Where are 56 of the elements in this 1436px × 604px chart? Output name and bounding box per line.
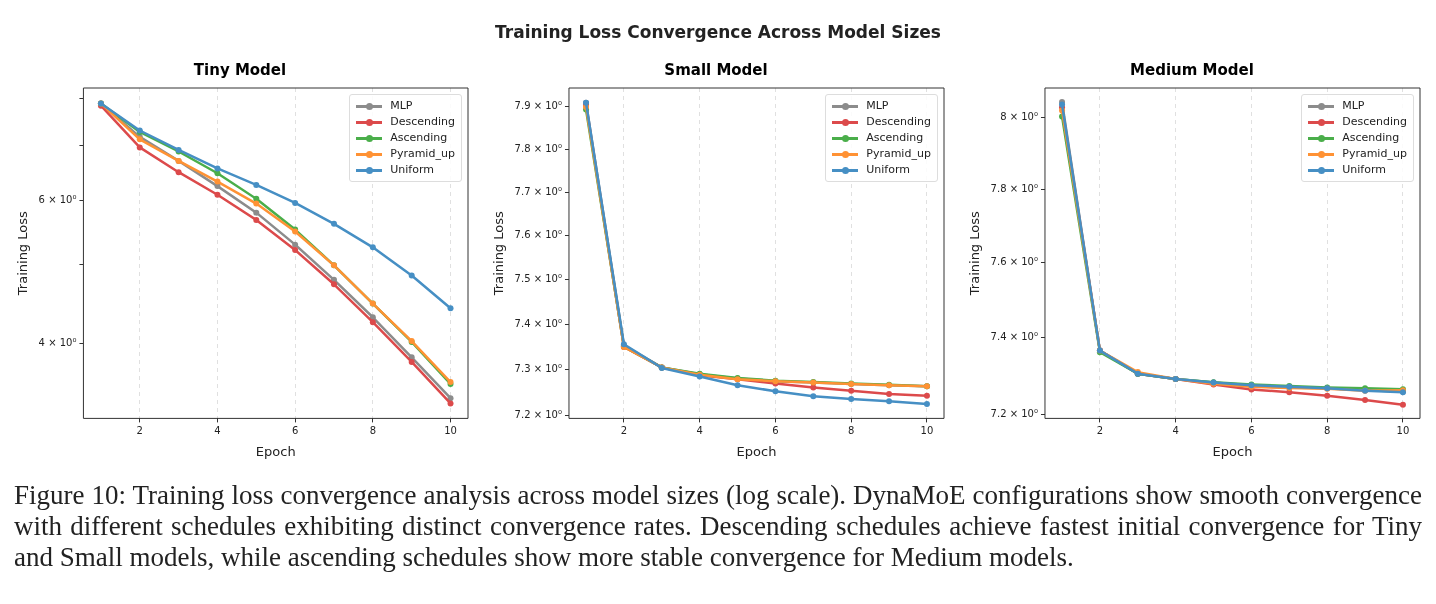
x-tick-label: 4 <box>696 424 703 436</box>
x-tick-label: 2 <box>1096 424 1104 436</box>
text: Training Loss Convergence Across Model Sizes <box>494 21 942 44</box>
chart-title: Small Model <box>664 60 768 79</box>
y-axis-title: Training Loss <box>491 211 507 297</box>
y-tick-label: 4 × 10⁰ <box>38 337 77 349</box>
x-tick-label: 10 <box>444 424 457 436</box>
x-axis-title: Epoch <box>255 443 296 459</box>
x-tick-label: 4 <box>214 424 221 436</box>
y-axis-title: Training Loss <box>15 211 31 297</box>
y-tick-label: 7.6 × 10⁰ <box>990 256 1038 268</box>
legend-label: Descending <box>390 114 455 130</box>
y-tick-label: 7.6 × 10⁰ <box>514 229 562 241</box>
y-tick-label: 8 × 10⁰ <box>1000 111 1038 123</box>
legend-label: Ascending <box>866 130 924 146</box>
y-tick-label: 7.8 × 10⁰ <box>990 182 1038 194</box>
x-axis-title: Epoch <box>736 443 777 459</box>
legend-label: Ascending <box>390 130 448 146</box>
x-tick-label: 10 <box>920 424 934 436</box>
legend-label: MLP <box>1342 98 1365 114</box>
legend-label: MLP <box>390 98 413 114</box>
chart-title: Medium Model <box>1130 60 1254 79</box>
y-tick-label: 7.4 × 10⁰ <box>990 331 1038 343</box>
y-tick-label: 7.2 × 10⁰ <box>514 409 562 421</box>
x-axis-title: Epoch <box>1212 443 1253 459</box>
y-tick-label: 7.3 × 10⁰ <box>514 363 562 375</box>
chart-title: Tiny Model <box>193 60 287 79</box>
y-axis-title: Training Loss <box>967 211 983 297</box>
legend-label: Uniform <box>1342 162 1386 178</box>
legend-label: Uniform <box>866 162 910 178</box>
y-tick-label: 7.4 × 10⁰ <box>514 318 562 330</box>
x-tick-label: 6 <box>1248 424 1255 436</box>
x-tick-label: 8 <box>848 424 855 436</box>
x-tick-label: 10 <box>1396 424 1410 436</box>
y-tick-label: 6 × 10⁰ <box>38 193 77 205</box>
y-tick-label: 7.2 × 10⁰ <box>990 408 1038 420</box>
legend-label: Ascending <box>1342 130 1400 146</box>
x-tick-label: 6 <box>291 424 299 436</box>
legend-label: MLP <box>866 98 889 114</box>
y-tick-label: 7.8 × 10⁰ <box>514 142 562 154</box>
legend-label: Pyramid_up <box>1342 146 1407 162</box>
legend-label: Descending <box>1342 114 1407 130</box>
x-tick-label: 2 <box>136 424 143 436</box>
x-tick-label: 6 <box>772 424 779 436</box>
y-tick-label: 7.7 × 10⁰ <box>514 185 562 197</box>
legend-label: Pyramid_up <box>866 146 931 162</box>
legend-label: Pyramid_up <box>390 146 455 162</box>
legend-label: Uniform <box>390 162 434 178</box>
x-tick-label: 8 <box>1324 424 1331 436</box>
x-tick-label: 4 <box>1172 424 1179 436</box>
legend-label: Descending <box>866 114 931 130</box>
x-tick-label: 8 <box>369 424 377 436</box>
caption: Figure 10: Training loss convergence analysis across model sizes (log scale). DynaMoE configurations show smooth convergence with different schedules exhibiting distinct convergence rates. Descending schedules achieve fastest initial convergence for Tiny and Small models, while ascending schedules show more stable convergence for Medium models. <box>13 479 1423 573</box>
x-tick-label: 2 <box>620 424 628 436</box>
y-tick-label: 7.5 × 10⁰ <box>514 273 562 285</box>
y-tick-label: 7.9 × 10⁰ <box>514 100 562 112</box>
